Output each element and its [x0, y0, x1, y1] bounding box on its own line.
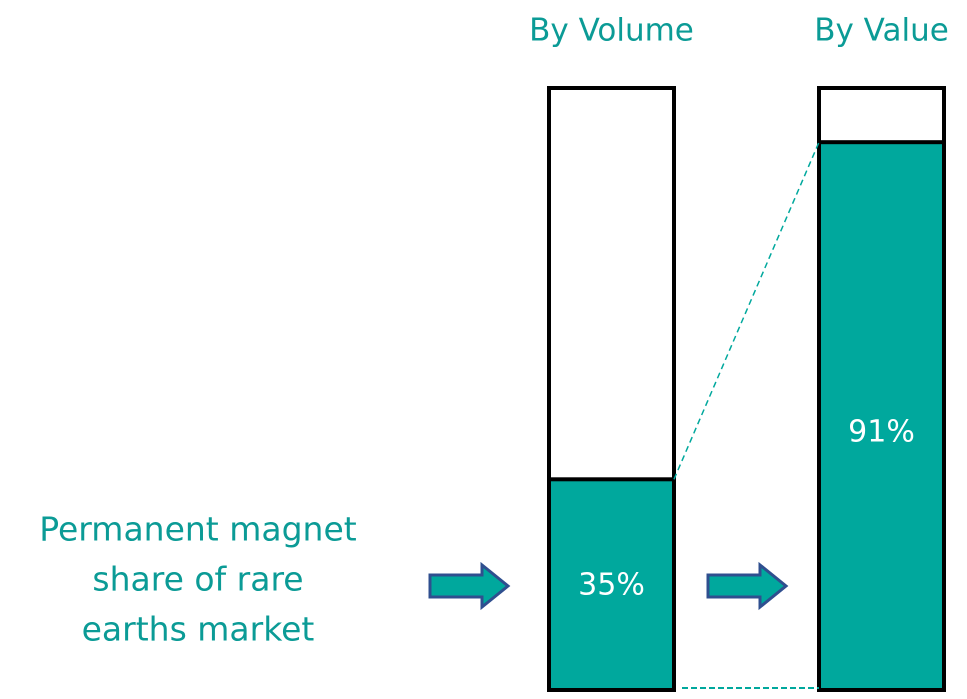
- value-label: 91%: [848, 415, 915, 450]
- annotation: Permanent magnet: [39, 510, 356, 549]
- annotation: share of rare: [92, 560, 303, 599]
- category-label: By Volume: [529, 13, 694, 49]
- arrow: [428, 561, 789, 611]
- category-label: By Value: [814, 13, 949, 49]
- annotation: earths market: [82, 610, 315, 649]
- value-label: 35%: [578, 568, 645, 603]
- bar: [817, 140, 946, 692]
- bar: [547, 477, 676, 692]
- connector: [673, 141, 820, 480]
